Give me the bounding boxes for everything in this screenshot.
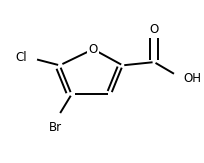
Text: Br: Br — [49, 121, 62, 134]
Text: OH: OH — [183, 72, 201, 85]
Text: O: O — [149, 23, 158, 36]
Text: O: O — [88, 43, 97, 56]
Text: Cl: Cl — [16, 51, 27, 64]
